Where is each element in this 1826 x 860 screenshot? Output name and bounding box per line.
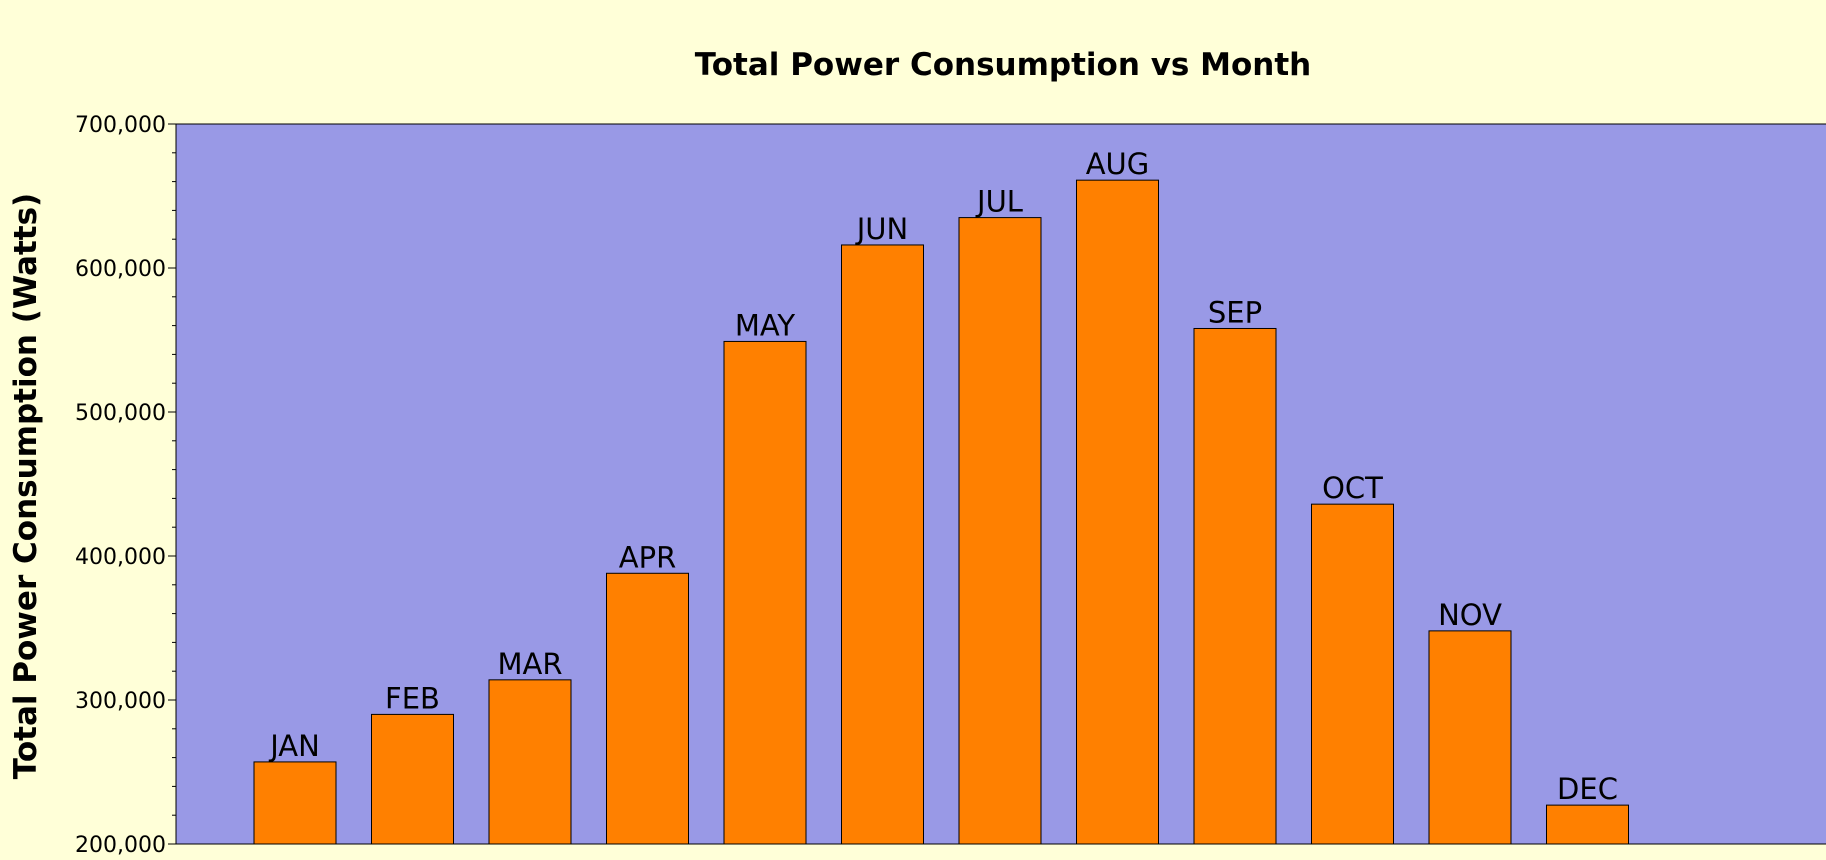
bar-label-sep: SEP: [1208, 295, 1262, 329]
bar-feb: [371, 713, 454, 845]
bar-label-jul: JUL: [975, 185, 1023, 219]
y-tick-label: 200,000: [75, 833, 166, 858]
y-tick-label: 500,000: [75, 401, 166, 426]
bar-jun: [841, 244, 924, 845]
bar-label-jun: JUN: [855, 212, 908, 246]
bar-dec: [1546, 804, 1629, 845]
chart-title: Total Power Consumption vs Month: [695, 47, 1312, 83]
bar-label-nov: NOV: [1438, 598, 1502, 632]
bar-label-mar: MAR: [497, 647, 562, 681]
y-axis-label: Total Power Consumption (Watts): [8, 193, 44, 779]
bar-jul: [958, 217, 1042, 845]
y-tick-label: 300,000: [75, 689, 166, 714]
bar-label-feb: FEB: [385, 681, 440, 715]
bar-label-oct: OCT: [1322, 471, 1383, 505]
bar-label-may: MAY: [735, 308, 796, 342]
y-tick-label: 700,000: [75, 113, 166, 138]
bar-may: [723, 340, 807, 845]
bar-oct: [1311, 503, 1394, 845]
bar-label-dec: DEC: [1557, 772, 1618, 806]
bar-label-jan: JAN: [268, 729, 320, 763]
bar-mar: [488, 679, 572, 845]
bar-aug: [1076, 179, 1159, 845]
bar-jan: [253, 761, 337, 845]
bar-apr: [606, 572, 689, 845]
bar-label-aug: AUG: [1086, 147, 1150, 181]
bar-nov: [1428, 630, 1512, 845]
y-tick-label: 400,000: [75, 545, 166, 570]
bar-sep: [1193, 327, 1277, 845]
bar-label-apr: APR: [619, 540, 676, 574]
y-axis: 200,000 300,000 400,000 500,000 600,000 700,0…: [75, 113, 1826, 858]
bars-group: JAN FEB MAR APR MAY JUN JUL AUG SEP OCT NOV DEC: [253, 147, 1629, 845]
y-tick-label: 600,000: [75, 257, 166, 282]
